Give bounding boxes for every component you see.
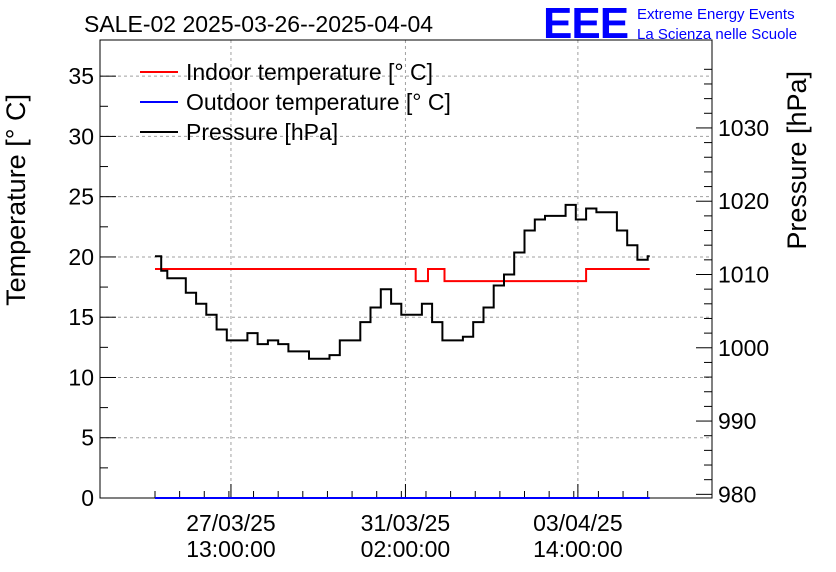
y2-tick-label: 1000 xyxy=(718,335,769,361)
series-line xyxy=(155,268,650,283)
x-tick-label-date: 31/03/25 xyxy=(361,510,451,536)
legend-label: Indoor temperature [° C] xyxy=(186,59,433,85)
x-tick-label-time: 14:00:00 xyxy=(533,536,623,562)
y-tick-label: 5 xyxy=(81,425,94,451)
eee-logo-line2: La Scienza nelle Scuole xyxy=(637,26,797,43)
eee-logo: EEE Extreme Energy Events La Scienza nel… xyxy=(543,0,797,48)
eee-logo-mark: EEE xyxy=(543,0,628,48)
legend-label: Outdoor temperature [° C] xyxy=(186,89,451,115)
y2-axis-label: Pressure [hPa] xyxy=(782,71,812,250)
x-tick-label-date: 27/03/25 xyxy=(186,510,276,536)
y-tick-label: 35 xyxy=(68,63,94,89)
x-tick-label-time: 02:00:00 xyxy=(361,536,451,562)
y-tick-label: 0 xyxy=(81,485,94,511)
series-line xyxy=(155,203,650,360)
y-tick-label: 10 xyxy=(68,364,94,390)
legend-label: Pressure [hPa] xyxy=(186,119,338,145)
x-tick-label-date: 03/04/25 xyxy=(533,510,623,536)
y2-tick-label: 990 xyxy=(718,408,756,434)
y-tick-label: 20 xyxy=(68,244,94,270)
y2-tick-label: 1020 xyxy=(718,188,769,214)
right-axis: 980 990 1000 1010 1020 1030 xyxy=(696,68,769,507)
x-tick-label-time: 13:00:00 xyxy=(186,536,276,562)
y2-tick-label: 1010 xyxy=(718,261,769,287)
chart-title: SALE-02 2025-03-26--2025-04-04 xyxy=(84,11,433,37)
left-axis: 0 5 10 15 20 25 30 35 xyxy=(68,63,116,511)
y2-tick-label: 980 xyxy=(718,481,756,507)
legend: Indoor temperature [° C] Outdoor temperat… xyxy=(140,59,451,145)
eee-logo-line1: Extreme Energy Events xyxy=(637,6,795,23)
y-tick-label: 15 xyxy=(68,304,94,330)
grid xyxy=(100,40,712,498)
y-tick-label: 25 xyxy=(68,184,94,210)
y2-tick-label: 1030 xyxy=(718,115,769,141)
y-axis-label: Temperature [° C] xyxy=(1,94,31,306)
y-tick-label: 30 xyxy=(68,123,94,149)
series-lines xyxy=(155,203,650,499)
